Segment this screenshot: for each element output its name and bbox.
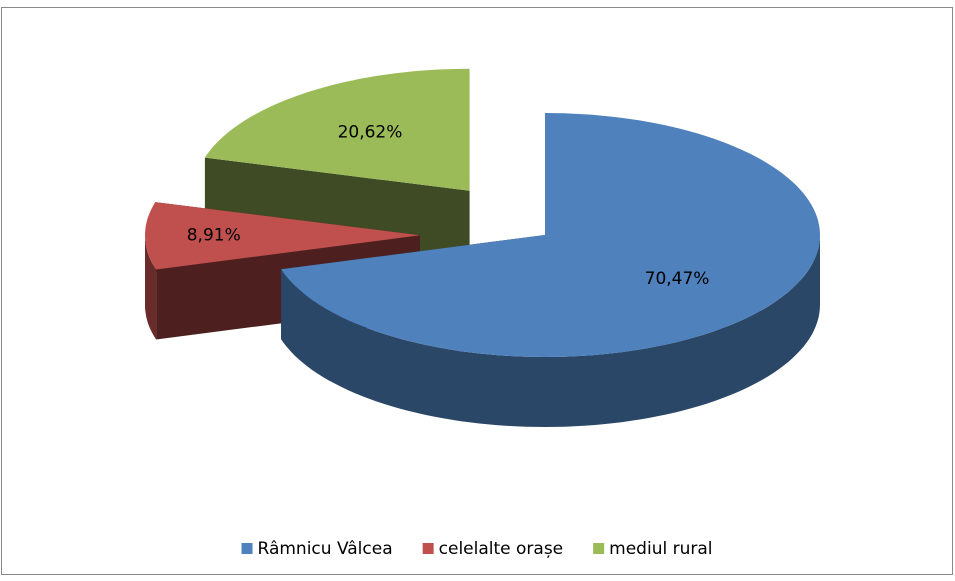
data-label: 8,91% <box>187 226 241 246</box>
data-label: 70,47% <box>645 269 710 289</box>
legend-swatch <box>241 543 253 554</box>
pie-slice <box>281 113 821 357</box>
slice-side <box>281 235 821 427</box>
data-label: 20,62% <box>338 122 403 142</box>
legend-label: mediul rural <box>609 539 712 559</box>
legend-swatch <box>593 543 605 554</box>
pie-slice <box>145 202 420 270</box>
slice-side <box>145 235 157 340</box>
legend-swatch <box>422 543 434 554</box>
pie-slice <box>204 68 470 191</box>
legend-label: celelalte orașe <box>439 539 564 559</box>
legend-label: Râmnicu Vâlcea <box>258 539 393 559</box>
